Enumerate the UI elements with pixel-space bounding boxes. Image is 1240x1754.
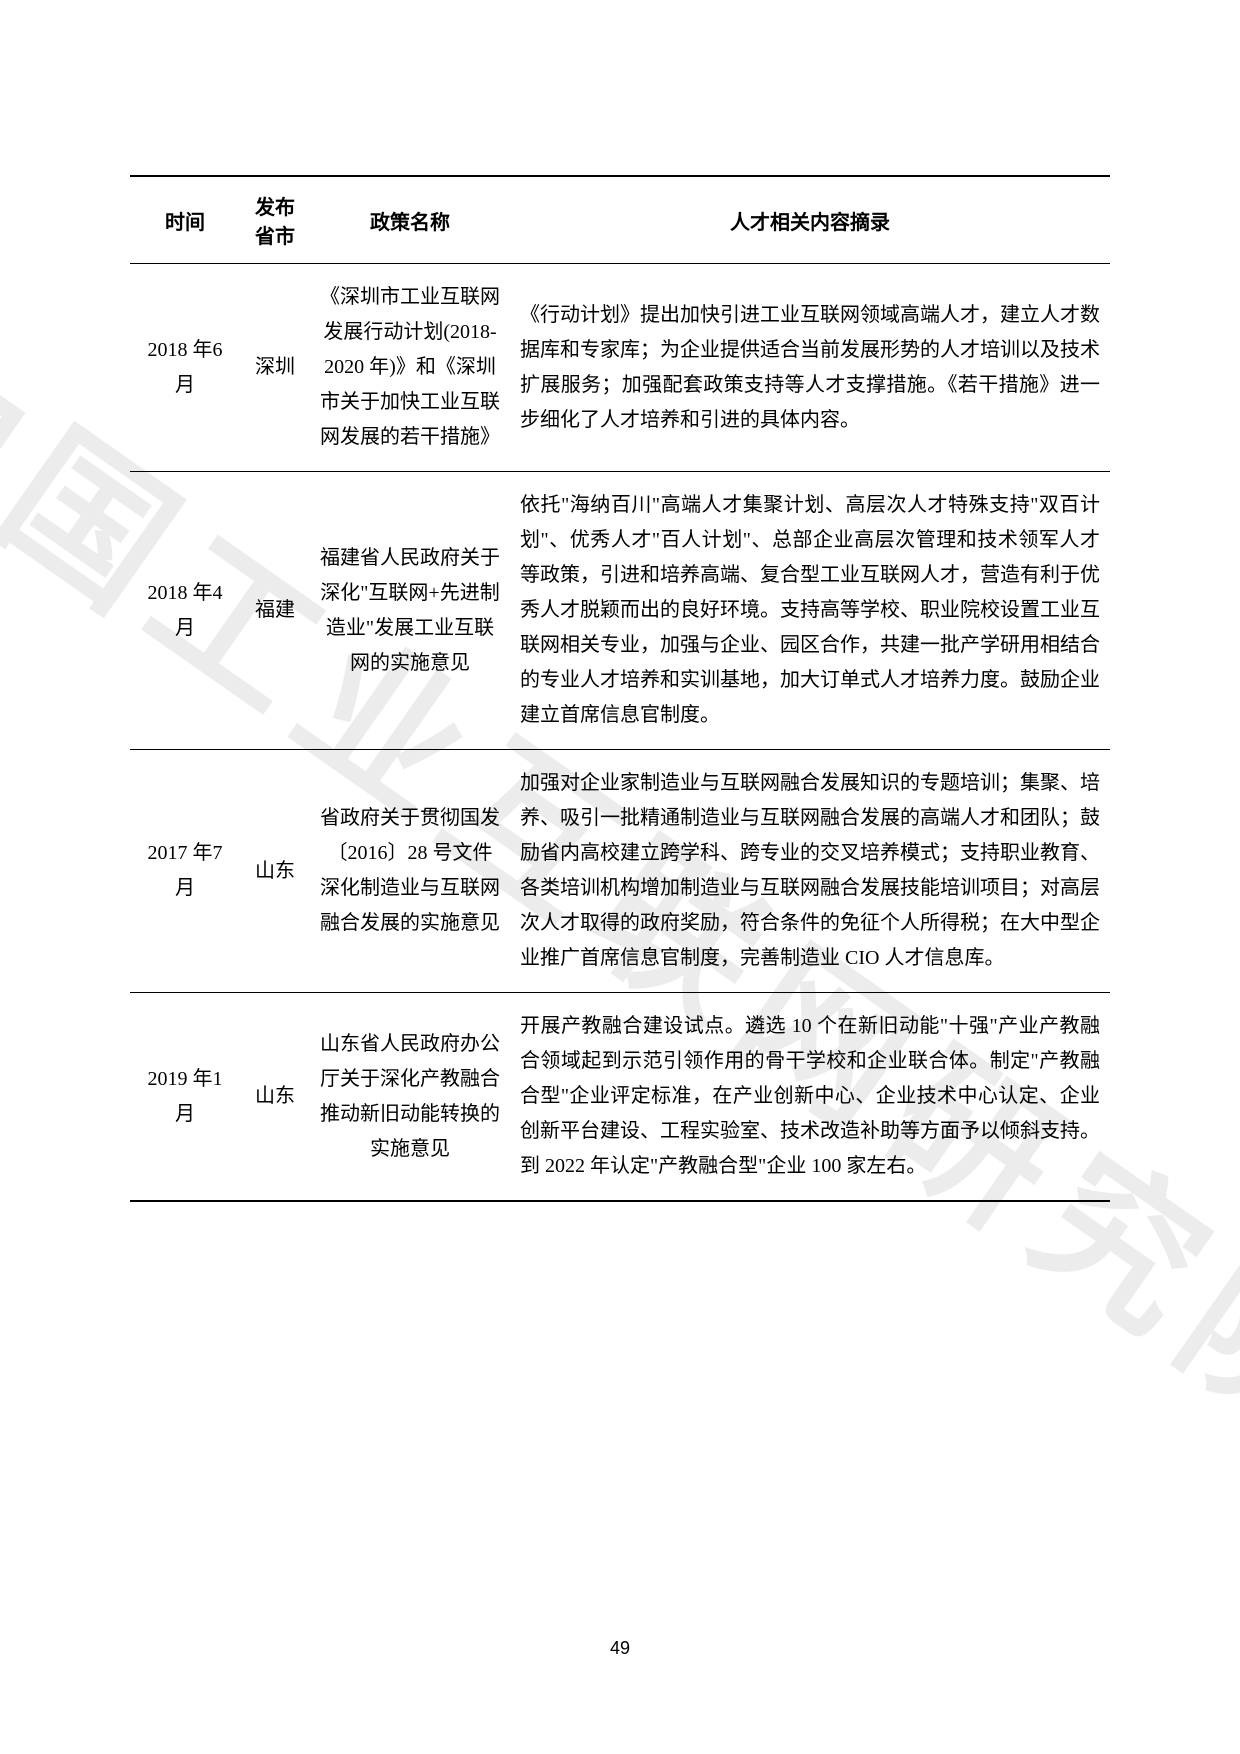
cell-province: 山东 bbox=[240, 993, 310, 1202]
header-summary: 人才相关内容摘录 bbox=[510, 176, 1110, 264]
cell-policy: 福建省人民政府关于深化"互联网+先进制造业"发展工业互联网的实施意见 bbox=[310, 472, 510, 750]
table-row: 2019 年1 月 山东 山东省人民政府办公厅关于深化产教融合推动新旧动能转换的… bbox=[130, 993, 1110, 1202]
cell-time: 2019 年1 月 bbox=[130, 993, 240, 1202]
cell-province: 山东 bbox=[240, 750, 310, 993]
cell-province: 福建 bbox=[240, 472, 310, 750]
cell-time: 2018 年4 月 bbox=[130, 472, 240, 750]
table-row: 2018 年4 月 福建 福建省人民政府关于深化"互联网+先进制造业"发展工业互… bbox=[130, 472, 1110, 750]
cell-time: 2017 年7 月 bbox=[130, 750, 240, 993]
document-content: 时间 发布省市 政策名称 人才相关内容摘录 2018 年6 月 深圳 《深圳市工… bbox=[130, 175, 1110, 1202]
cell-summary: 加强对企业家制造业与互联网融合发展知识的专题培训；集聚、培养、吸引一批精通制造业… bbox=[510, 750, 1110, 993]
header-policy: 政策名称 bbox=[310, 176, 510, 264]
cell-summary: 开展产教融合建设试点。遴选 10 个在新旧动能"十强"产业产教融合领域起到示范引… bbox=[510, 993, 1110, 1202]
cell-policy: 省政府关于贯彻国发〔2016〕28 号文件深化制造业与互联网融合发展的实施意见 bbox=[310, 750, 510, 993]
table-header-row: 时间 发布省市 政策名称 人才相关内容摘录 bbox=[130, 176, 1110, 264]
header-province: 发布省市 bbox=[240, 176, 310, 264]
header-time: 时间 bbox=[130, 176, 240, 264]
policy-table: 时间 发布省市 政策名称 人才相关内容摘录 2018 年6 月 深圳 《深圳市工… bbox=[130, 175, 1110, 1202]
table-row: 2017 年7 月 山东 省政府关于贯彻国发〔2016〕28 号文件深化制造业与… bbox=[130, 750, 1110, 993]
cell-time: 2018 年6 月 bbox=[130, 264, 240, 472]
cell-province: 深圳 bbox=[240, 264, 310, 472]
cell-policy: 《深圳市工业互联网发展行动计划(2018-2020 年)》和《深圳市关于加快工业… bbox=[310, 264, 510, 472]
table-row: 2018 年6 月 深圳 《深圳市工业互联网发展行动计划(2018-2020 年… bbox=[130, 264, 1110, 472]
cell-policy: 山东省人民政府办公厅关于深化产教融合推动新旧动能转换的实施意见 bbox=[310, 993, 510, 1202]
cell-summary: 依托"海纳百川"高端人才集聚计划、高层次人才特殊支持"双百计划"、优秀人才"百人… bbox=[510, 472, 1110, 750]
page-number: 49 bbox=[610, 1638, 630, 1659]
cell-summary: 《行动计划》提出加快引进工业互联网领域高端人才，建立人才数据库和专家库；为企业提… bbox=[510, 264, 1110, 472]
